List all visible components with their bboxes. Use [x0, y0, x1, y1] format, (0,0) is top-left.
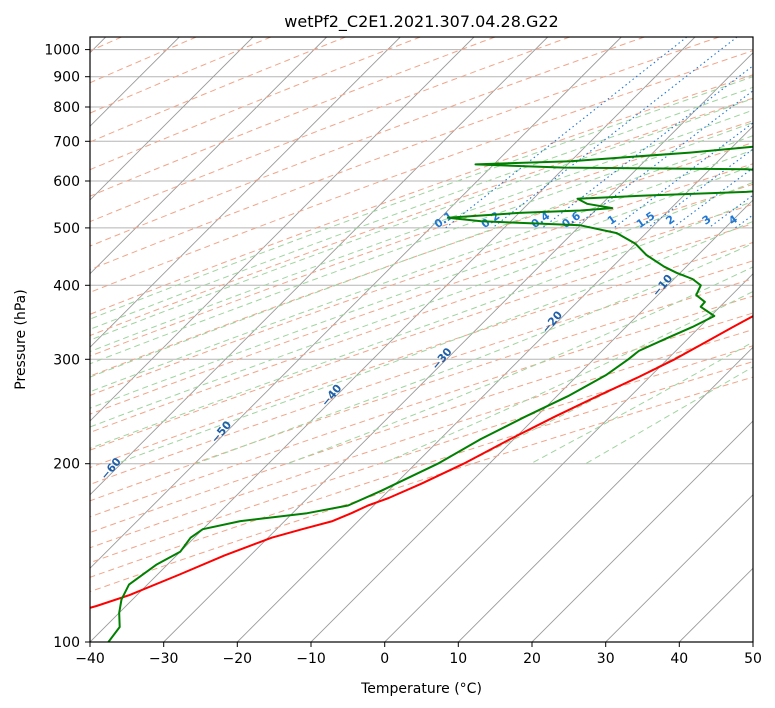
x-tick-label: 0 — [380, 651, 389, 667]
x-tick-label: −20 — [223, 651, 253, 667]
y-tick-label: 1000 — [44, 43, 80, 59]
temperature-profile-line — [90, 314, 753, 609]
mixing-ratio-label: 2 — [664, 213, 678, 228]
mixing-ratio-label: 6 — [765, 212, 775, 227]
moist-adiabat-line — [90, 121, 753, 365]
y-tick-label: 400 — [53, 278, 80, 294]
dry-adiabat-line — [90, 361, 753, 578]
moist-adiabat-line — [90, 164, 753, 409]
isotherm-line — [90, 37, 696, 642]
moist-adiabat-line — [90, 109, 753, 353]
x-tick-label: −30 — [149, 651, 179, 667]
y-tick-label: 700 — [53, 134, 80, 150]
y-tick-label: 900 — [53, 70, 80, 86]
moist-adiabat-line — [585, 366, 753, 465]
isotherm-line — [90, 37, 475, 422]
dry-adiabat-line — [90, 50, 753, 293]
mixing-ratio-line — [445, 37, 688, 229]
profile-lines — [90, 145, 753, 642]
mixing-ratio-line — [647, 148, 753, 229]
dry-adiabat-line — [90, 37, 570, 223]
mixing-ratio-line — [572, 90, 753, 229]
dry-adiabat-line — [90, 97, 753, 337]
dry-adiabat-line — [90, 329, 753, 549]
isotherm-line — [752, 641, 753, 642]
mixing-ratio-line — [734, 214, 753, 229]
y-axis-label: Pressure (hPa) — [13, 289, 29, 389]
isotherm-line — [678, 567, 753, 642]
isotherm-line — [90, 37, 254, 201]
isotherm-line — [90, 37, 549, 496]
x-axis-label: Temperature (°C) — [360, 681, 482, 697]
chart-title: wetPf2_C2E1.2021.307.04.28.G22 — [284, 12, 558, 32]
x-tick-label: 50 — [744, 651, 762, 667]
y-axis: 1000 900 800 700 600 500 400 300 200 100 — [44, 43, 90, 651]
dry-adiabat-line — [90, 223, 753, 451]
y-tick-label: 100 — [53, 635, 80, 651]
dry-adiabat-line — [90, 163, 753, 396]
isotherm-line — [90, 37, 328, 275]
moist-adiabat-line — [381, 290, 753, 465]
x-tick-label: −10 — [296, 651, 326, 667]
dry-adiabat-line — [90, 37, 346, 143]
isotherm-line — [310, 199, 753, 642]
x-tick-label: −40 — [75, 651, 105, 667]
dry-adiabat-label: −60 — [98, 455, 124, 482]
isotherm-line — [384, 273, 753, 642]
dry-adiabat-line — [90, 120, 753, 357]
moist-adiabat-line — [90, 149, 753, 393]
moist-adiabat-line — [90, 135, 753, 378]
x-axis: −40 −30 −20 −10 0 10 20 30 40 50 — [75, 642, 762, 667]
dry-adiabat-line — [90, 37, 720, 271]
y-tick-label: 200 — [53, 457, 80, 473]
dry-adiabat-line — [90, 37, 421, 171]
plot-frame — [89, 36, 754, 643]
isotherm-line — [163, 52, 753, 642]
isotherm-line — [605, 494, 753, 642]
mixing-ratio-line — [672, 167, 753, 229]
y-tick-label: 600 — [53, 174, 80, 190]
y-tick-label: 300 — [53, 352, 80, 368]
moist-adiabat-line — [463, 316, 753, 465]
y-tick-label: 800 — [53, 100, 80, 116]
moist-adiabat-line — [116, 220, 753, 465]
dry-adiabat-line — [90, 37, 496, 197]
mixing-ratio-line — [492, 37, 738, 229]
isotherm-line — [236, 125, 753, 642]
isotherm-line — [90, 37, 622, 569]
dry-adiabat-line — [90, 37, 645, 247]
isotherm-line — [457, 346, 753, 642]
moist-adiabat-line — [195, 242, 753, 465]
dewpoint-profile-line — [107, 145, 753, 642]
dry-adiabat-line — [90, 37, 272, 114]
mixing-ratio-line — [613, 122, 753, 229]
dry-adiabat-label: −50 — [208, 418, 234, 445]
dry-adiabat-label: −70 — [0, 492, 14, 519]
grid-layer — [90, 37, 753, 642]
dry-adiabat-line — [90, 312, 753, 534]
moist-adiabat-line — [90, 76, 753, 320]
y-tick-label: 500 — [53, 221, 80, 237]
x-tick-label: 30 — [597, 651, 615, 667]
moist-adiabat-line — [90, 181, 753, 428]
dry-adiabat-line — [90, 260, 753, 485]
isotherm-line — [531, 420, 753, 642]
dry-adiabat-line — [90, 74, 753, 315]
moist-adiabat-line — [90, 86, 753, 330]
dry-adiabat-line — [90, 278, 753, 502]
dry-adiabat-label: 0 — [765, 242, 775, 256]
x-tick-label: 40 — [670, 651, 688, 667]
moist-adiabat-line — [90, 200, 753, 449]
mixing-ratio-label: 1 — [605, 213, 619, 228]
moist-adiabat-line — [530, 341, 753, 465]
moist-adiabat-line — [90, 98, 753, 341]
isotherm-line — [90, 37, 401, 348]
x-tick-label: 10 — [449, 651, 467, 667]
x-tick-label: 20 — [523, 651, 541, 667]
dry-adiabat-line — [90, 142, 753, 377]
